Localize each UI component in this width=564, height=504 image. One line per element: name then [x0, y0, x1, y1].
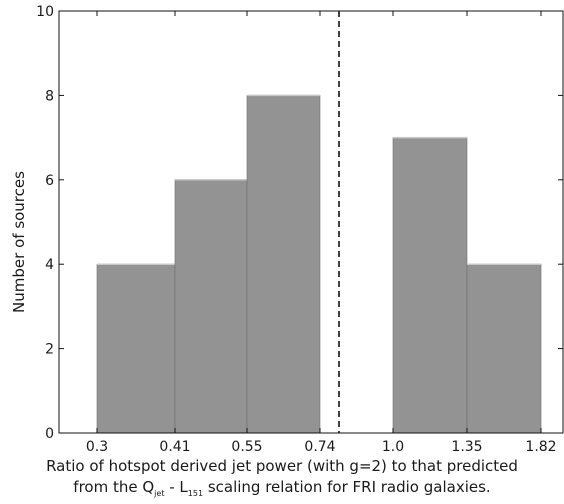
x-ticks-group: 0.3 0.41 0.55 0.74 1.0 1.35 1.82 [86, 11, 557, 455]
bar-0.41-0.55 [174, 179, 248, 434]
x-label-middle: - L [164, 478, 188, 496]
x-label-sub-jet: jet [154, 489, 165, 498]
x-axis-label-line1: Ratio of hotspot derived jet power (with… [46, 457, 518, 475]
plot-frame [58, 10, 564, 434]
x-axis-label-line2: from the Qjet - L151 scaling relation fo… [0, 478, 564, 503]
x-tick-label: 0.41 [159, 439, 190, 455]
bar-0.55-0.74 [246, 95, 321, 434]
y-tick-label: 2 [45, 342, 54, 358]
y-axis-label: Number of sources [10, 171, 28, 313]
bars-group [96, 94, 542, 434]
x-label-prefix: from the Q [73, 478, 155, 496]
x-tick-label: 0.74 [304, 439, 335, 455]
y-tick-label: 10 [36, 4, 54, 20]
y-tick-label: 0 [45, 426, 54, 442]
y-tick-label: 4 [45, 257, 54, 273]
bar-1.0-1.35 [392, 137, 468, 434]
y-tick-label: 6 [45, 173, 54, 189]
x-tick-label: 1.35 [451, 439, 482, 455]
bar-0.3-0.41 [96, 263, 176, 434]
x-tick-label: 1.82 [525, 439, 556, 455]
x-label-sub-151: 151 [187, 489, 204, 498]
bar-1.35-1.82 [466, 263, 542, 434]
y-ticks-group: 0 2 4 6 8 10 [36, 4, 563, 442]
x-tick-label: 1.0 [382, 439, 404, 455]
x-label-suffix: scaling relation for FRI radio galaxies. [203, 478, 491, 496]
y-tick-label: 8 [45, 88, 54, 104]
x-tick-label: 0.3 [86, 439, 108, 455]
x-tick-label: 0.55 [231, 439, 262, 455]
